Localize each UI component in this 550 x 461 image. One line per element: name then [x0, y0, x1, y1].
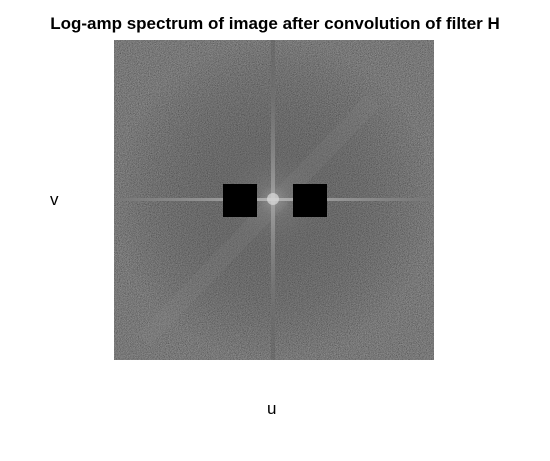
x-axis-label: u: [267, 399, 277, 418]
y-axis-label: v: [50, 190, 59, 209]
spectrum-image: [114, 40, 434, 360]
notch-block-right: [293, 184, 327, 217]
dc-component: [267, 193, 279, 205]
diagonal-streak: [137, 93, 381, 347]
notch-block-left: [223, 184, 257, 217]
spectrum-svg: [114, 40, 434, 360]
figure-title: Log-amp spectrum of image after convolut…: [50, 14, 500, 33]
